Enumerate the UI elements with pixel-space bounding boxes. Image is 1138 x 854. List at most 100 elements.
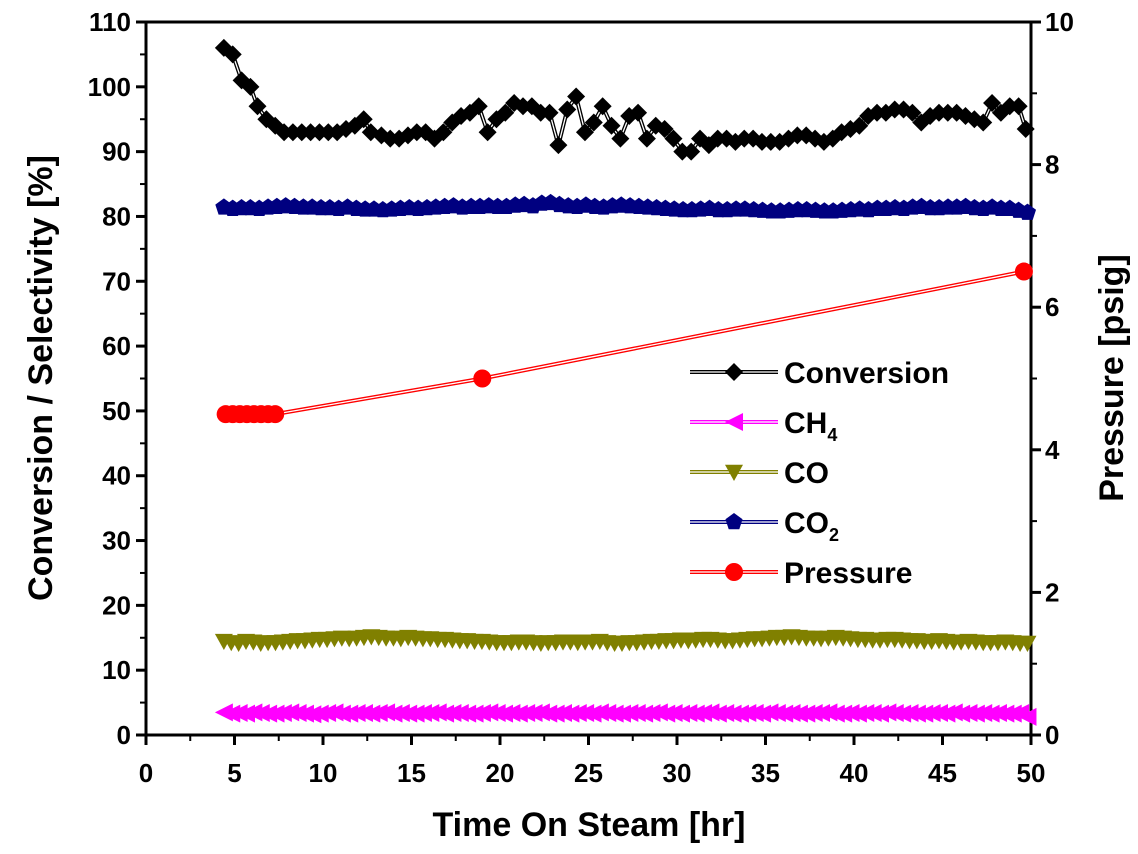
point-conversion (974, 113, 993, 132)
point-conversion (257, 110, 276, 129)
legend-marker-co (725, 464, 743, 481)
point-conversion (549, 136, 568, 155)
legend-label-co: CO (784, 457, 829, 490)
x-tick-label: 25 (574, 758, 603, 788)
y-tick-label: 80 (102, 201, 131, 231)
point-conversion (575, 123, 594, 142)
point-ch4 (871, 704, 890, 723)
point-conversion (850, 116, 869, 135)
point-conversion (664, 129, 683, 148)
legend-marker-conversion (725, 363, 743, 381)
y-axis-title: Conversion / Selectivity [%] (22, 155, 60, 601)
y-tick-label: 60 (102, 331, 131, 361)
y2-tick-label: 0 (1045, 720, 1059, 750)
point-conversion (593, 97, 612, 116)
y-tick-label: 10 (102, 655, 131, 685)
point-conversion (558, 100, 577, 119)
series-co (214, 629, 1037, 652)
point-pressure (266, 405, 285, 424)
point-conversion (611, 129, 630, 148)
x-tick-label: 30 (663, 758, 692, 788)
y2-tick-label: 8 (1045, 150, 1059, 180)
point-ch4 (531, 703, 550, 722)
point-pressure (473, 369, 492, 388)
y2-tick-label: 2 (1045, 577, 1059, 607)
point-co (1018, 635, 1037, 652)
point-conversion (682, 142, 701, 161)
point-ch4 (214, 703, 233, 722)
point-conversion (637, 129, 656, 148)
point-conversion (241, 77, 260, 96)
point-ch4 (325, 703, 344, 722)
point-conversion (434, 123, 453, 142)
point-ch4 (937, 704, 956, 723)
point-ch4 (701, 703, 720, 722)
legend-label-ch4: CH4 (784, 407, 837, 445)
point-ch4 (583, 704, 602, 723)
point-conversion (629, 103, 648, 122)
x-tick-label: 45 (928, 758, 957, 788)
y-tick-label: 20 (102, 590, 131, 620)
x-tick-label: 0 (139, 758, 153, 788)
series-line-pressure (225, 269, 1025, 417)
point-conversion (354, 110, 373, 129)
x-tick-label: 5 (227, 758, 241, 788)
point-conversion (983, 94, 1002, 113)
y2-tick-label: 4 (1045, 435, 1060, 465)
point-ch4 (753, 704, 772, 723)
legend-marker-co2 (725, 513, 743, 530)
series-pressure (216, 262, 1033, 424)
y-tick-label: 110 (89, 7, 131, 37)
y2-axis-title: Pressure [psig] (1093, 254, 1131, 502)
legend-marker-pressure (725, 563, 743, 581)
point-conversion (540, 103, 559, 122)
point-conversion (1009, 97, 1028, 116)
point-ch4 (944, 703, 963, 722)
point-ch4 (377, 703, 396, 722)
x-tick-label: 20 (486, 758, 515, 788)
point-co2 (1018, 203, 1037, 220)
y-tick-label: 50 (102, 396, 131, 426)
legend-label-pressure: Pressure (784, 557, 912, 590)
point-conversion (496, 103, 515, 122)
point-ch4 (819, 703, 838, 722)
point-conversion (567, 87, 586, 106)
x-tick-label: 50 (1017, 758, 1046, 788)
legend-label-subscript: 2 (829, 525, 839, 545)
y-tick-label: 100 (88, 72, 131, 102)
y-tick-label: 40 (102, 461, 131, 491)
point-pressure (1014, 262, 1033, 281)
x-tick-label: 10 (309, 758, 338, 788)
legend-label-main: CO (784, 507, 829, 540)
point-conversion (248, 97, 267, 116)
point-conversion (1016, 119, 1035, 138)
legend-label-conversion: Conversion (784, 357, 949, 390)
x-tick-label: 40 (840, 758, 869, 788)
point-conversion (584, 113, 603, 132)
point-conversion (478, 123, 497, 142)
point-conversion (602, 116, 621, 135)
y2-tick-label: 10 (1045, 7, 1074, 37)
point-ch4 (649, 703, 668, 722)
point-conversion (965, 110, 984, 129)
y-tick-label: 0 (117, 720, 131, 750)
legend-label-subscript: 4 (827, 425, 837, 445)
x-tick-label: 15 (397, 758, 426, 788)
point-ch4 (1018, 707, 1037, 726)
legend-marker-ch4 (725, 413, 743, 431)
x-axis-title: Time On Steam [hr] (433, 806, 746, 844)
y-tick-label: 90 (102, 137, 131, 167)
point-conversion (655, 119, 674, 138)
point-ch4 (236, 704, 255, 723)
series-layer (214, 38, 1037, 726)
point-conversion (469, 97, 488, 116)
series-ch4 (214, 703, 1037, 726)
point-ch4 (428, 703, 447, 722)
legend-label-main: CH (784, 407, 827, 440)
x-tick-label: 35 (751, 758, 780, 788)
series-line-core-pressure (225, 270, 1025, 415)
y-tick-label: 30 (102, 526, 131, 556)
y2-tick-label: 6 (1045, 292, 1059, 322)
